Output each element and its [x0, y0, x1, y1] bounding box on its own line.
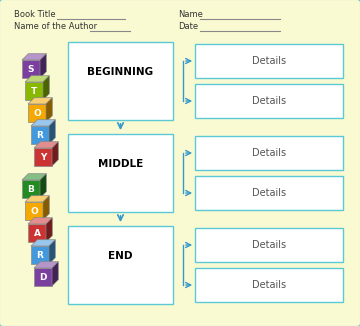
Text: Name: Name	[178, 10, 203, 19]
Polygon shape	[52, 142, 58, 166]
Polygon shape	[28, 98, 52, 104]
Text: MIDDLE: MIDDLE	[98, 159, 143, 169]
FancyBboxPatch shape	[195, 84, 343, 118]
Text: Name of the Author: Name of the Author	[14, 22, 97, 31]
Polygon shape	[40, 174, 46, 198]
FancyBboxPatch shape	[195, 176, 343, 210]
Text: BEGINNING: BEGINNING	[87, 67, 154, 77]
Text: Details: Details	[252, 280, 286, 290]
Polygon shape	[49, 120, 55, 144]
FancyBboxPatch shape	[25, 202, 43, 220]
Text: Details: Details	[252, 96, 286, 106]
Text: Book Title: Book Title	[14, 10, 56, 19]
Text: R: R	[37, 250, 44, 259]
Text: B: B	[28, 185, 35, 194]
Polygon shape	[28, 218, 52, 224]
FancyBboxPatch shape	[68, 134, 173, 212]
Polygon shape	[22, 54, 46, 60]
FancyBboxPatch shape	[25, 82, 43, 100]
FancyBboxPatch shape	[195, 44, 343, 78]
Polygon shape	[40, 54, 46, 78]
FancyBboxPatch shape	[31, 246, 49, 264]
Polygon shape	[31, 120, 55, 126]
Text: Y: Y	[40, 153, 46, 161]
FancyBboxPatch shape	[22, 60, 40, 78]
Text: D: D	[39, 273, 47, 281]
Polygon shape	[31, 240, 55, 246]
FancyBboxPatch shape	[28, 224, 46, 242]
Text: END: END	[108, 251, 133, 261]
Text: O: O	[30, 206, 38, 215]
Text: R: R	[37, 130, 44, 140]
Polygon shape	[46, 218, 52, 242]
Polygon shape	[34, 262, 58, 268]
Polygon shape	[25, 196, 49, 202]
FancyBboxPatch shape	[28, 104, 46, 122]
Text: Date: Date	[178, 22, 198, 31]
Polygon shape	[34, 142, 58, 148]
Text: Details: Details	[252, 240, 286, 250]
FancyBboxPatch shape	[68, 42, 173, 120]
Polygon shape	[43, 196, 49, 220]
Polygon shape	[49, 240, 55, 264]
Text: O: O	[33, 109, 41, 117]
FancyBboxPatch shape	[34, 148, 52, 166]
Polygon shape	[22, 174, 46, 180]
Text: S: S	[28, 65, 34, 73]
FancyBboxPatch shape	[195, 228, 343, 262]
Text: A: A	[33, 229, 40, 238]
FancyBboxPatch shape	[68, 226, 173, 304]
Polygon shape	[52, 262, 58, 286]
FancyBboxPatch shape	[195, 268, 343, 302]
Polygon shape	[46, 98, 52, 122]
FancyBboxPatch shape	[22, 180, 40, 198]
Text: T: T	[31, 86, 37, 96]
Polygon shape	[25, 76, 49, 82]
Text: Details: Details	[252, 56, 286, 66]
Text: Details: Details	[252, 148, 286, 158]
FancyBboxPatch shape	[195, 136, 343, 170]
Text: Details: Details	[252, 188, 286, 198]
FancyBboxPatch shape	[34, 268, 52, 286]
FancyBboxPatch shape	[31, 126, 49, 144]
Polygon shape	[43, 76, 49, 100]
